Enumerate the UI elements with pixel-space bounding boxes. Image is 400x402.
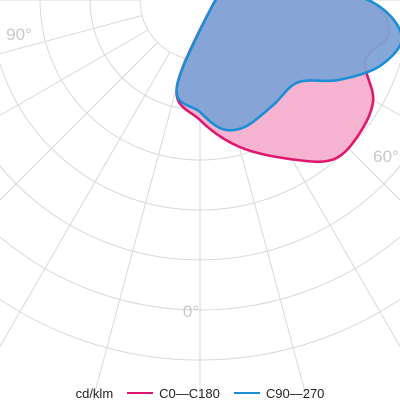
series-layer — [175, 0, 400, 164]
angle-label-60: 60° — [373, 147, 399, 166]
grid-spoke-150 — [0, 29, 149, 117]
angle-label-90: 90° — [6, 25, 32, 44]
legend-label-c0: C0—C180 — [159, 385, 220, 401]
series-c90-270 — [175, 0, 400, 132]
grid-spoke-120 — [0, 51, 171, 348]
legend-item-c0: C0—C180 — [127, 386, 220, 401]
grid-spoke-105 — [92, 57, 185, 400]
legend-swatch-c90 — [233, 392, 260, 394]
legend-swatch-c0 — [127, 392, 154, 394]
legend-unit: cd/klm — [75, 385, 114, 401]
angle-label-0: 0° — [183, 302, 199, 321]
legend-item-c90: C90—270 — [233, 385, 325, 401]
grid-spoke-135 — [0, 42, 158, 201]
legend-label-c90: C90—270 — [265, 385, 325, 401]
grid-spoke-165 — [0, 15, 143, 55]
chart-legend: cd/klm C0—C180 C90—270 — [0, 384, 400, 402]
